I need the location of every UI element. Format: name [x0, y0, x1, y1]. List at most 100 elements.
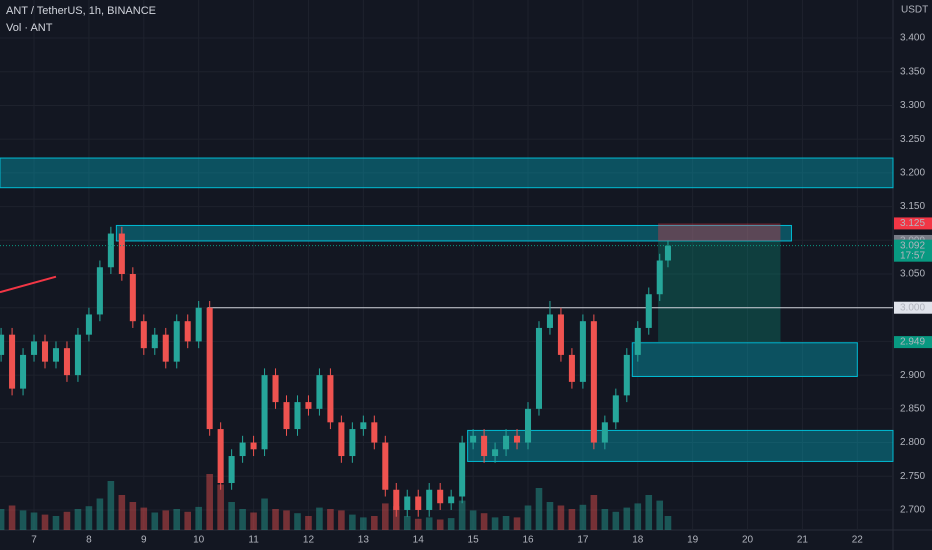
chart-title: ANT / TetherUS, 1h, BINANCE [6, 5, 156, 17]
candle-body [514, 435, 521, 443]
x-tick-label: 9 [141, 535, 147, 546]
volume-bar [447, 518, 455, 530]
volume-bar [239, 509, 246, 530]
candle-body [557, 314, 564, 355]
x-tick-label: 8 [86, 535, 92, 546]
volume-bar [458, 500, 466, 530]
candle-body [31, 341, 38, 355]
volume-bar [524, 505, 532, 530]
volume-bar [338, 510, 345, 530]
volume-bar [579, 504, 587, 530]
volume-bar [316, 507, 323, 530]
volume-bar [41, 514, 49, 530]
volume-bar [19, 510, 27, 530]
candle-body [305, 402, 312, 409]
volume-bar [294, 513, 301, 530]
x-tick-label: 18 [632, 535, 644, 546]
x-tick-label: 19 [687, 535, 699, 546]
candle-body [294, 402, 301, 430]
volume-bar [162, 510, 170, 530]
price-label-bg [894, 301, 932, 314]
volume-bar [513, 517, 521, 530]
volume-bar [590, 495, 598, 530]
candle-body [404, 496, 411, 510]
zone [115, 224, 792, 242]
volume-bar [612, 511, 620, 530]
y-tick-label: 2.900 [900, 370, 925, 381]
volume-bar [0, 509, 5, 530]
candle-body [96, 267, 103, 315]
x-tick-label: 15 [468, 535, 480, 546]
candle-body [634, 327, 641, 355]
y-tick-label: 3.350 [900, 66, 925, 77]
zone [631, 342, 858, 377]
candle-body [393, 489, 400, 510]
volume-bar [371, 516, 378, 530]
y-tick-label: 2.750 [900, 471, 925, 482]
price-label: 3.125 [900, 218, 925, 229]
candle-body [371, 422, 378, 443]
candle-body [118, 233, 125, 275]
candle-body [9, 334, 16, 389]
price-label: 2.949 [900, 337, 925, 348]
volume-bar [30, 512, 38, 530]
volume-bar [392, 506, 400, 530]
volume-bar [184, 511, 192, 530]
y-tick-label: 3.400 [900, 33, 925, 44]
y-tick-label: 2.800 [900, 437, 925, 448]
candle-body [437, 489, 444, 504]
candle-body [470, 435, 477, 443]
volume-bar [305, 516, 312, 530]
candle-body [656, 260, 663, 295]
y-tick-label: 3.300 [900, 100, 925, 111]
volume-bar [261, 498, 268, 530]
candle-body [360, 422, 367, 430]
candle-body [250, 442, 257, 450]
candle-body [612, 395, 619, 423]
volume-bar [601, 509, 609, 530]
candle-body [524, 408, 532, 443]
candle-body [173, 321, 180, 362]
candle-body [85, 314, 92, 335]
candle-body [415, 496, 422, 510]
volume-bar [8, 505, 16, 530]
x-tick-label: 20 [742, 535, 754, 546]
volume-bar [217, 484, 224, 530]
volume-bar [546, 502, 554, 530]
x-tick-label: 13 [358, 535, 370, 546]
candle-body [283, 402, 290, 430]
y-tick-label: 3.150 [900, 201, 925, 212]
volume-bar [491, 517, 499, 530]
volume-bar [140, 507, 148, 530]
candle-body [492, 449, 499, 457]
price-label: 3.092 [900, 240, 925, 251]
trend-line [0, 275, 57, 294]
candle-body [645, 294, 652, 328]
candle-body [481, 435, 488, 457]
x-tick-label: 22 [852, 535, 864, 546]
x-tick-label: 14 [413, 535, 425, 546]
y-tick-label: 2.700 [900, 505, 925, 516]
volume-bar [535, 488, 543, 530]
candle-body [0, 334, 5, 355]
candle-body [151, 334, 158, 349]
candle-body [448, 496, 455, 504]
candle-body [623, 354, 630, 396]
y-tick-label: 3.200 [900, 168, 925, 179]
volume-bar [107, 481, 115, 530]
volume-bar [52, 516, 60, 530]
candle-body [63, 348, 70, 376]
currency-label: USDT [901, 5, 928, 16]
volume-bar [425, 517, 433, 530]
volume-bar [469, 510, 477, 530]
volume-bar [360, 517, 367, 530]
candle-body [74, 334, 81, 376]
volume-bar [414, 518, 422, 530]
volume-bar [382, 503, 389, 530]
volume-bar [502, 516, 510, 530]
volume-bar [645, 495, 653, 530]
candle-body [382, 442, 389, 490]
x-tick-label: 12 [303, 535, 315, 546]
candle-body [162, 334, 169, 362]
